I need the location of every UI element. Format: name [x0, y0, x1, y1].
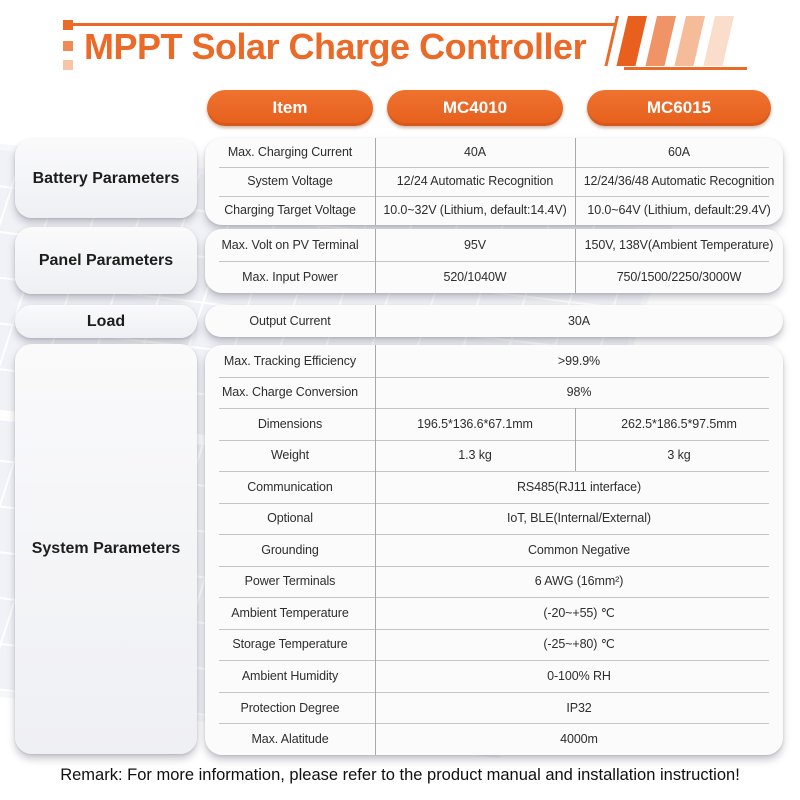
- cell-both-models: IoT, BLE(Internal/External): [507, 511, 651, 526]
- cell-mc6015: 10.0~64V (Lithium, default:29.4V): [587, 203, 771, 218]
- page-title: MPPT Solar Charge Controller: [84, 26, 587, 67]
- table-row: Optional IoT, BLE(Internal/External): [205, 502, 783, 535]
- table-row: Storage Temperature (-25~+80) ℃: [205, 628, 783, 661]
- cell-both-models: >99.9%: [557, 353, 601, 368]
- load-table: Output Current 30A: [205, 305, 783, 337]
- section-label-system: System Parameters: [15, 344, 197, 754]
- cell-item: Ambient Humidity: [241, 668, 339, 683]
- column-divider: [375, 138, 376, 225]
- column-divider: [575, 229, 576, 293]
- table-row: Ambient Humidity 0-100% RH: [205, 660, 783, 692]
- cell-both-models: 98%: [566, 385, 592, 400]
- cell-item: Dimensions: [257, 416, 323, 431]
- cell-both-models: 0-100% RH: [547, 668, 611, 683]
- cell-mc4010: 10.0~32V (Lithium, default:14.4V): [383, 203, 567, 218]
- system-parameters-table: Max. Tracking Efficiency >99.9% Max. Cha…: [205, 345, 783, 755]
- column-divider: [375, 345, 376, 755]
- cell-item: Ambient Temperature: [231, 605, 349, 620]
- table-row: Communication RS485(RJ11 interface): [205, 471, 783, 503]
- cell-both-models: IP32: [566, 700, 592, 715]
- cell-both-models: (-25~+80) ℃: [543, 637, 615, 652]
- panel-parameters-table: Max. Volt on PV Terminal 95V 150V, 138V(…: [205, 229, 783, 293]
- battery-parameters-table: Max. Charging Current 40A 60A System Vol…: [205, 138, 783, 225]
- decor-square-icon: [63, 20, 73, 30]
- cell-item: Grounding: [261, 542, 319, 557]
- column-divider: [575, 138, 576, 225]
- cell-item: Charging Target Voltage: [224, 203, 356, 218]
- table-row: Max. Volt on PV Terminal 95V 150V, 138V(…: [205, 229, 783, 261]
- cell-item: Storage Temperature: [232, 637, 348, 652]
- decor-stripe-icon: [616, 16, 647, 66]
- cell-item: Power Terminals: [244, 574, 336, 589]
- cell-mc6015: 12/24/36/48 Automatic Recognition: [583, 174, 775, 189]
- table-row: Dimensions 196.5*136.6*67.1mm 262.5*186.…: [205, 408, 783, 440]
- cell-mc4010: 520/1040W: [443, 269, 507, 284]
- column-header-item: Item: [207, 90, 373, 126]
- section-label-panel: Panel Parameters: [15, 227, 197, 294]
- cell-item: Max. Charge Conversion: [221, 385, 359, 400]
- cell-mc4010: 12/24 Automatic Recognition: [396, 174, 554, 189]
- cell-both-models: RS485(RJ11 interface): [516, 479, 642, 494]
- decor-bottom-line: [624, 67, 747, 70]
- cell-item: Output Current: [249, 313, 331, 328]
- cell-both-models: 30A: [568, 313, 590, 328]
- cell-item: Communication: [247, 479, 333, 494]
- cell-both-models: Common Negative: [527, 542, 631, 557]
- decor-diagonal-stripes: [604, 16, 734, 66]
- cell-item: System Voltage: [247, 174, 333, 189]
- cell-item: Optional: [267, 511, 313, 526]
- table-row: Output Current 30A: [205, 305, 783, 337]
- cell-both-models: (-20~+55) ℃: [543, 605, 615, 620]
- footer-remark: Remark: For more information, please ref…: [60, 766, 740, 784]
- decor-stripe-icon: [645, 16, 676, 66]
- column-divider-partial: [575, 408, 576, 471]
- table-row: System Voltage 12/24 Automatic Recogniti…: [205, 167, 783, 196]
- column-divider: [375, 229, 376, 293]
- decor-stripe-icon: [703, 16, 734, 66]
- table-row: Max. Tracking Efficiency >99.9%: [205, 345, 783, 377]
- table-row: Charging Target Voltage 10.0~32V (Lithiu…: [205, 196, 783, 225]
- cell-item: Max. Tracking Efficiency: [223, 353, 357, 368]
- cell-item: Weight: [270, 448, 310, 463]
- table-row: Ambient Temperature (-20~+55) ℃: [205, 597, 783, 629]
- cell-mc6015: 150V, 138V(Ambient Temperature): [584, 237, 774, 252]
- section-label-load: Load: [15, 305, 197, 338]
- table-row: Max. Charging Current 40A 60A: [205, 138, 783, 167]
- column-headers: Item MC4010 MC6015: [205, 90, 783, 126]
- cell-mc4010: 40A: [464, 145, 486, 160]
- cell-mc6015: 60A: [668, 145, 690, 160]
- cell-item: Max. Input Power: [242, 269, 338, 284]
- cell-item: Max. Charging Current: [227, 145, 353, 160]
- table-row: Protection Degree IP32: [205, 691, 783, 724]
- cell-item: Max. Alatitude: [251, 732, 329, 747]
- cell-mc6015: 262.5*186.5*97.5mm: [621, 416, 737, 431]
- table-row: Weight 1.3 kg 3 kg: [205, 439, 783, 472]
- table-row: Grounding Common Negative: [205, 534, 783, 566]
- decor-title-underline: [72, 23, 616, 26]
- table-row: Max. Input Power 520/1040W 750/1500/2250…: [205, 261, 783, 293]
- cell-mc6015: 750/1500/2250/3000W: [616, 269, 742, 284]
- cell-mc6015: 3 kg: [667, 448, 691, 463]
- cell-both-models: 4000m: [560, 732, 598, 747]
- cell-both-models: 6 AWG (16mm²): [534, 574, 624, 589]
- cell-item: Protection Degree: [240, 700, 340, 715]
- decor-square-icon: [63, 41, 73, 51]
- column-header-mc6015: MC6015: [587, 90, 771, 126]
- table-row: Max. Charge Conversion 98%: [205, 376, 783, 409]
- decor-stripe-icon: [674, 16, 705, 66]
- cell-mc4010: 1.3 kg: [458, 448, 492, 463]
- decor-square-icon: [63, 60, 73, 70]
- cell-mc4010: 95V: [464, 237, 486, 252]
- column-divider: [375, 305, 376, 337]
- column-header-mc4010: MC4010: [387, 90, 563, 126]
- table-row: Power Terminals 6 AWG (16mm²): [205, 565, 783, 598]
- table-row: Max. Alatitude 4000m: [205, 723, 783, 755]
- cell-item: Max. Volt on PV Terminal: [221, 237, 359, 252]
- section-label-battery: Battery Parameters: [15, 139, 197, 218]
- cell-mc4010: 196.5*136.6*67.1mm: [417, 416, 533, 431]
